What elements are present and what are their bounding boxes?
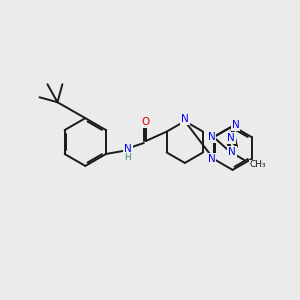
Text: N: N <box>232 120 239 130</box>
Text: N: N <box>228 147 236 157</box>
Text: N: N <box>227 133 235 143</box>
Text: N: N <box>124 144 132 154</box>
Text: N: N <box>208 132 215 142</box>
Text: N: N <box>208 154 215 164</box>
Text: N: N <box>232 120 239 130</box>
Text: H: H <box>124 154 131 163</box>
Text: O: O <box>142 117 150 127</box>
Text: N: N <box>208 132 215 142</box>
Text: CH₃: CH₃ <box>249 160 266 169</box>
Text: H: H <box>124 154 131 163</box>
Text: O: O <box>142 117 150 127</box>
Text: N: N <box>181 114 189 124</box>
Text: N: N <box>181 114 189 124</box>
Text: N: N <box>208 154 215 164</box>
Text: N: N <box>227 133 235 143</box>
Text: N: N <box>228 147 236 157</box>
Text: N: N <box>124 144 132 154</box>
